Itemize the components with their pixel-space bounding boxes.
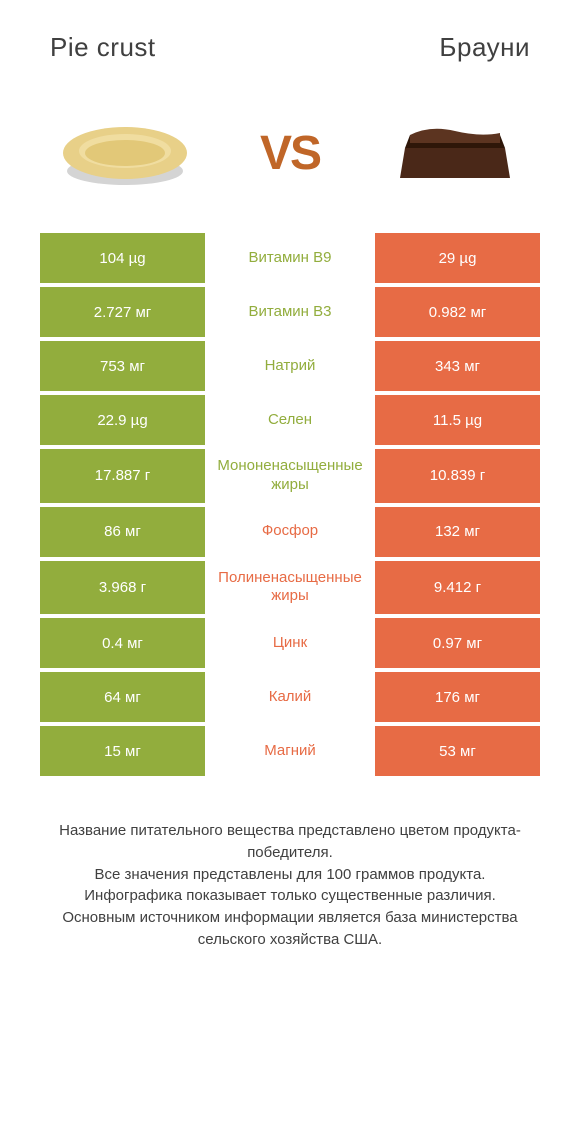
footer-line: Инфографика показывает только существенн… xyxy=(30,885,550,907)
table-row: 3.968 гПолиненасыщенные жиры9.412 г xyxy=(40,561,540,615)
right-product-title: Брауни xyxy=(439,32,530,63)
table-row: 17.887 гМононенасыщенные жиры10.839 г xyxy=(40,449,540,503)
footer-line: Основным источником информации является … xyxy=(30,907,550,951)
nutrient-name: Витамин B9 xyxy=(205,233,375,283)
vs-label: VS xyxy=(260,126,320,181)
footer-line: Название питательного вещества представл… xyxy=(30,820,550,864)
nutrient-name: Натрий xyxy=(205,341,375,391)
table-row: 104 µgВитамин B929 µg xyxy=(40,233,540,283)
table-row: 0.4 мгЦинк0.97 мг xyxy=(40,618,540,668)
left-value: 17.887 г xyxy=(40,449,205,503)
table-row: 753 мгНатрий343 мг xyxy=(40,341,540,391)
right-value: 343 мг xyxy=(375,341,540,391)
nutrient-name: Витамин B3 xyxy=(205,287,375,337)
header: Pie crust Брауни xyxy=(0,0,580,73)
nutrient-name: Магний xyxy=(205,726,375,776)
nutrient-name: Калий xyxy=(205,672,375,722)
right-value: 0.97 мг xyxy=(375,618,540,668)
left-value: 0.4 мг xyxy=(40,618,205,668)
right-value: 11.5 µg xyxy=(375,395,540,445)
right-value: 9.412 г xyxy=(375,561,540,615)
table-row: 64 мгКалий176 мг xyxy=(40,672,540,722)
table-row: 22.9 µgСелен11.5 µg xyxy=(40,395,540,445)
pie-crust-image xyxy=(50,103,200,203)
images-row: VS xyxy=(0,73,580,233)
nutrient-name: Цинк xyxy=(205,618,375,668)
left-value: 104 µg xyxy=(40,233,205,283)
left-value: 22.9 µg xyxy=(40,395,205,445)
right-value: 29 µg xyxy=(375,233,540,283)
nutrient-name: Полиненасыщенные жиры xyxy=(205,561,375,615)
left-value: 86 мг xyxy=(40,507,205,557)
left-value: 753 мг xyxy=(40,341,205,391)
right-value: 176 мг xyxy=(375,672,540,722)
nutrient-name: Мононенасыщенные жиры xyxy=(205,449,375,503)
left-value: 2.727 мг xyxy=(40,287,205,337)
table-row: 2.727 мгВитамин B30.982 мг xyxy=(40,287,540,337)
footer-line: Все значения представлены для 100 граммо… xyxy=(30,864,550,886)
left-value: 3.968 г xyxy=(40,561,205,615)
nutrient-name: Фосфор xyxy=(205,507,375,557)
right-value: 132 мг xyxy=(375,507,540,557)
nutrient-name: Селен xyxy=(205,395,375,445)
footer-notes: Название питательного вещества представл… xyxy=(0,780,580,951)
right-value: 53 мг xyxy=(375,726,540,776)
right-value: 0.982 мг xyxy=(375,287,540,337)
table-row: 15 мгМагний53 мг xyxy=(40,726,540,776)
comparison-table: 104 µgВитамин B929 µg2.727 мгВитамин B30… xyxy=(0,233,580,776)
left-value: 15 мг xyxy=(40,726,205,776)
brownie-image xyxy=(380,103,530,203)
left-value: 64 мг xyxy=(40,672,205,722)
right-value: 10.839 г xyxy=(375,449,540,503)
left-product-title: Pie crust xyxy=(50,32,156,63)
table-row: 86 мгФосфор132 мг xyxy=(40,507,540,557)
